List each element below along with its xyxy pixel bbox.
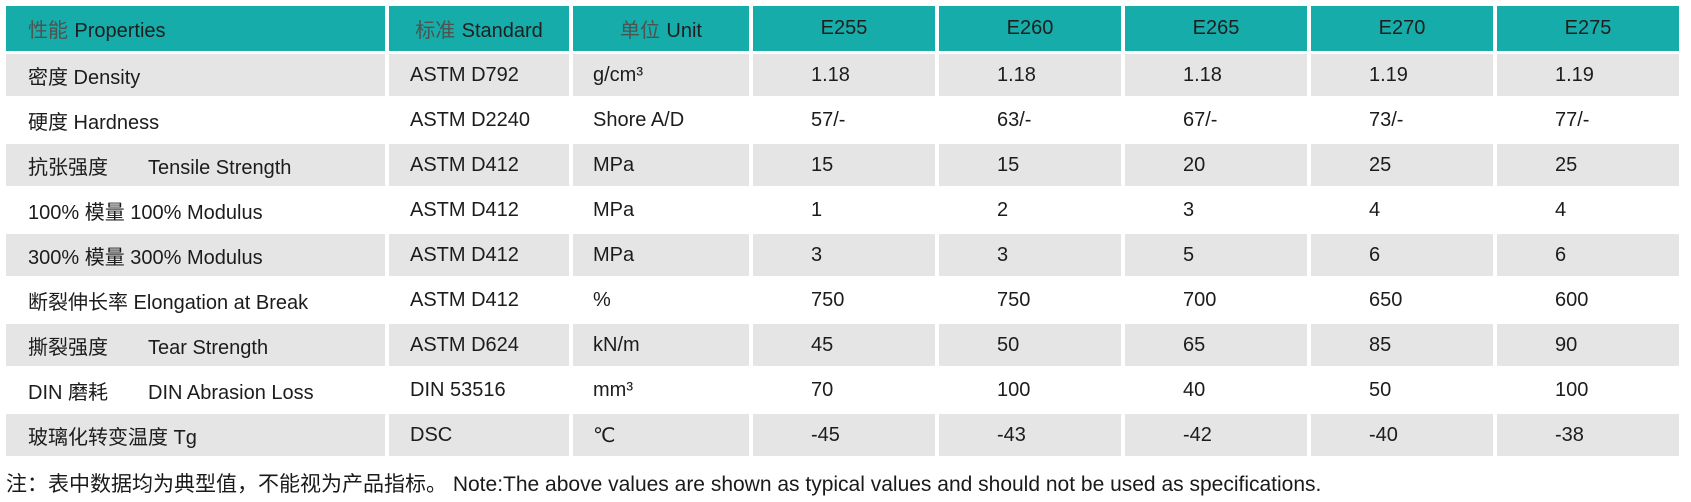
value-cell: 4 [1497, 189, 1679, 231]
value-cell: 1.19 [1497, 54, 1679, 96]
value-cell: 6 [1311, 234, 1493, 276]
value-cell: 63/- [939, 99, 1121, 141]
standard-cell: ASTM D412 [389, 234, 569, 276]
value-cell: 1.18 [939, 54, 1121, 96]
value-cell: 650 [1311, 279, 1493, 321]
value-cell: 3 [939, 234, 1121, 276]
value-cell: 1.19 [1311, 54, 1493, 96]
property-cell: 密度 Density [6, 54, 385, 96]
table-row-300-modulus: 300% 模量 300% Modulus ASTM D412 MPa 3 3 5… [6, 234, 1679, 276]
unit-cell: MPa [573, 234, 749, 276]
table-row-tear-strength: 撕裂强度 Tear Strength ASTM D624 kN/m 45 50 … [6, 324, 1679, 366]
unit-cell: % [573, 279, 749, 321]
table-row-elongation: 断裂伸长率 Elongation at Break ASTM D412 % 75… [6, 279, 1679, 321]
value-cell: 1.18 [1125, 54, 1307, 96]
value-cell: 3 [1125, 189, 1307, 231]
value-cell: -40 [1311, 414, 1493, 456]
value-cell: 77/- [1497, 99, 1679, 141]
standard-cell: ASTM D792 [389, 54, 569, 96]
value-cell: 100 [939, 369, 1121, 411]
value-cell: 25 [1311, 144, 1493, 186]
standard-cell: ASTM D412 [389, 279, 569, 321]
value-cell: 85 [1311, 324, 1493, 366]
value-cell: -43 [939, 414, 1121, 456]
value-cell: 20 [1125, 144, 1307, 186]
column-header-e260: E260 [939, 6, 1121, 51]
value-cell: 2 [939, 189, 1121, 231]
value-cell: 50 [1311, 369, 1493, 411]
table-body: 密度 Density ASTM D792 g/cm³ 1.18 1.18 1.1… [6, 54, 1679, 456]
value-cell: 40 [1125, 369, 1307, 411]
value-cell: 90 [1497, 324, 1679, 366]
column-header-unit: 单位 Unit [573, 6, 749, 51]
standard-cell: ASTM D412 [389, 144, 569, 186]
standard-cell: ASTM D412 [389, 189, 569, 231]
value-cell: 50 [939, 324, 1121, 366]
unit-cell: Shore A/D [573, 99, 749, 141]
column-header-e255: E255 [753, 6, 935, 51]
unit-cell: MPa [573, 144, 749, 186]
standard-cell: ASTM D624 [389, 324, 569, 366]
value-cell: 73/- [1311, 99, 1493, 141]
unit-cell: ℃ [573, 414, 749, 456]
table-row-density: 密度 Density ASTM D792 g/cm³ 1.18 1.18 1.1… [6, 54, 1679, 96]
value-cell: -42 [1125, 414, 1307, 456]
value-cell: 700 [1125, 279, 1307, 321]
property-cell: 100% 模量 100% Modulus [6, 189, 385, 231]
header-row: 性能 Properties 标准 Standard 单位 Unit E255 E260… [6, 6, 1679, 51]
table-row-din-abrasion: DIN 磨耗 DIN Abrasion Loss DIN 53516 mm³ 7… [6, 369, 1679, 411]
unit-cell: MPa [573, 189, 749, 231]
value-cell: 4 [1311, 189, 1493, 231]
properties-table: 性能 Properties 标准 Standard 单位 Unit E255 E260… [2, 3, 1683, 459]
standard-cell: ASTM D2240 [389, 99, 569, 141]
value-cell: 750 [939, 279, 1121, 321]
column-header-e265: E265 [1125, 6, 1307, 51]
value-cell: 3 [753, 234, 935, 276]
value-cell: 6 [1497, 234, 1679, 276]
property-cell: DIN 磨耗 DIN Abrasion Loss [6, 369, 385, 411]
property-cell: 硬度 Hardness [6, 99, 385, 141]
property-cell: 撕裂强度 Tear Strength [6, 324, 385, 366]
value-cell: -45 [753, 414, 935, 456]
table-row-tg: 玻璃化转变温度 Tg DSC ℃ -45 -43 -42 -40 -38 [6, 414, 1679, 456]
value-cell: -38 [1497, 414, 1679, 456]
value-cell: 1.18 [753, 54, 935, 96]
value-cell: 15 [753, 144, 935, 186]
value-cell: 57/- [753, 99, 935, 141]
value-cell: 67/- [1125, 99, 1307, 141]
standard-cell: DIN 53516 [389, 369, 569, 411]
column-header-standard: 标准 Standard [389, 6, 569, 51]
table-row-100-modulus: 100% 模量 100% Modulus ASTM D412 MPa 1 2 3… [6, 189, 1679, 231]
column-header-properties: 性能 Properties [6, 6, 385, 51]
property-cell: 玻璃化转变温度 Tg [6, 414, 385, 456]
value-cell: 1 [753, 189, 935, 231]
table-row-hardness: 硬度 Hardness ASTM D2240 Shore A/D 57/- 63… [6, 99, 1679, 141]
column-header-e275: E275 [1497, 6, 1679, 51]
standard-cell: DSC [389, 414, 569, 456]
property-cell: 抗张强度 Tensile Strength [6, 144, 385, 186]
column-header-e270: E270 [1311, 6, 1493, 51]
value-cell: 25 [1497, 144, 1679, 186]
value-cell: 100 [1497, 369, 1679, 411]
table-header: 性能 Properties 标准 Standard 单位 Unit E255 E260… [6, 6, 1679, 51]
value-cell: 600 [1497, 279, 1679, 321]
value-cell: 15 [939, 144, 1121, 186]
value-cell: 45 [753, 324, 935, 366]
unit-cell: kN/m [573, 324, 749, 366]
property-cell: 300% 模量 300% Modulus [6, 234, 385, 276]
footnote: 注：表中数据均为典型值，不能视为产品指标。 Note:The above val… [6, 473, 1322, 496]
unit-cell: g/cm³ [573, 54, 749, 96]
value-cell: 65 [1125, 324, 1307, 366]
unit-cell: mm³ [573, 369, 749, 411]
property-cell: 断裂伸长率 Elongation at Break [6, 279, 385, 321]
value-cell: 70 [753, 369, 935, 411]
table-row-tensile-strength: 抗张强度 Tensile Strength ASTM D412 MPa 15 1… [6, 144, 1679, 186]
value-cell: 5 [1125, 234, 1307, 276]
value-cell: 750 [753, 279, 935, 321]
